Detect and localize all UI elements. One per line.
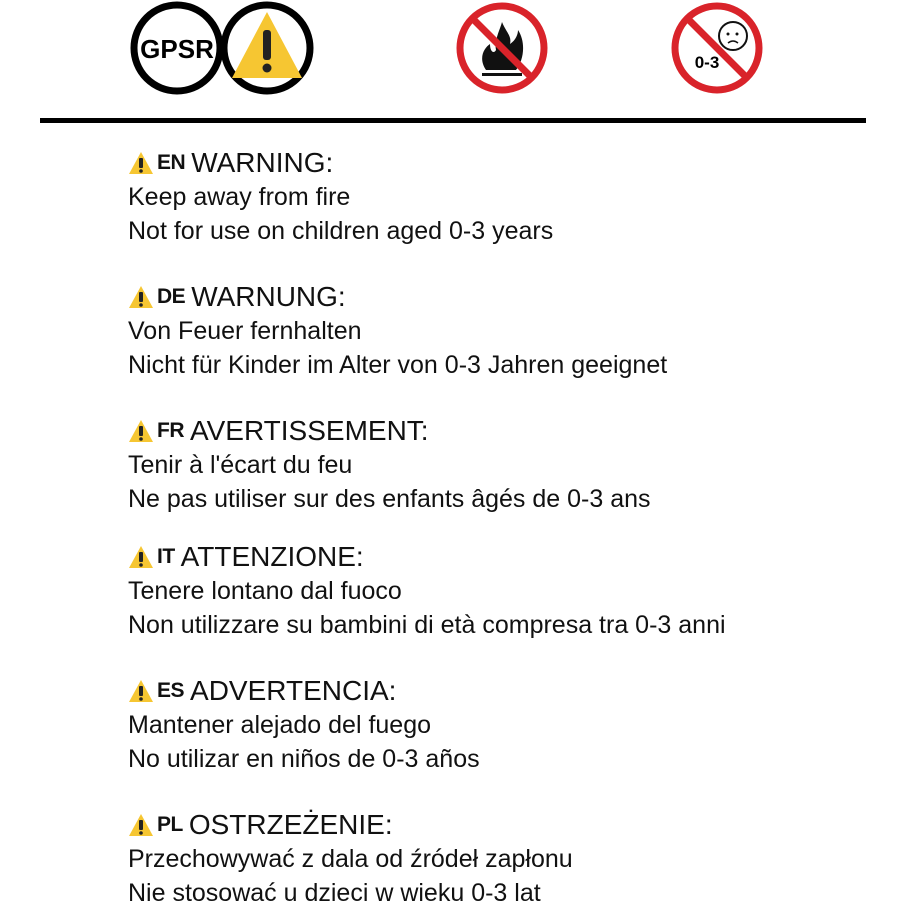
section-heading: IT ATTENZIONE: — [128, 540, 726, 574]
warning-title: WARNING: — [191, 147, 334, 178]
warning-triangle-icon — [129, 680, 153, 702]
section-heading: ES ADVERTENCIA: — [128, 674, 480, 708]
warning-line: Tenere lontano dal fuoco — [128, 577, 402, 605]
section-heading: DE WARNUNG: — [128, 280, 667, 314]
warning-line: Mantener alejado del fuego — [128, 711, 432, 739]
gpsr-label: GPSR — [140, 34, 214, 64]
warning-line: Przechowywać z dala od źródeł zapłonu — [128, 845, 573, 873]
gpsr-badge-icon: GPSR — [130, 1, 224, 95]
warning-section-de: DE WARNUNG: Von Feuer fernhalten Nicht für… — [128, 280, 667, 382]
warning-triangle-icon — [129, 420, 153, 442]
warning-section-fr: FR AVERTISSEMENT: Tenir à l'écart du feu N… — [128, 414, 651, 516]
section-heading: FR AVERTISSEMENT: — [128, 414, 651, 448]
warning-line: Von Feuer fernhalten — [128, 317, 362, 345]
language-code: FR — [157, 419, 185, 442]
warning-title: OSTRZEŻENIE: — [188, 809, 393, 840]
language-code: ES — [157, 679, 185, 702]
warning-section-es: ES ADVERTENCIA: Mantener alejado del fueg… — [128, 674, 480, 776]
warning-line: Ne pas utiliser sur des enfants âgés de … — [128, 485, 651, 513]
no-fire-icon — [456, 2, 548, 94]
warning-line: Nie stosować u dzieci w wieku 0-3 lat — [128, 879, 541, 907]
language-code: IT — [157, 545, 175, 568]
section-heading: PL OSTRZEŻENIE: — [128, 808, 573, 842]
not-for-children-0-3-icon: 0-3 — [671, 2, 763, 94]
warning-triangle-icon — [129, 546, 153, 568]
warning-triangle-icon — [129, 814, 153, 836]
warning-section-it: IT ATTENZIONE: Tenere lontano dal fuoco No… — [128, 540, 726, 642]
warning-line: Non utilizzare su bambini di età compres… — [128, 611, 726, 639]
warning-title: WARNUNG: — [191, 281, 346, 312]
warning-title: ADVERTENCIA: — [190, 675, 397, 706]
language-code: PL — [157, 813, 183, 836]
warning-line: Not for use on children aged 0-3 years — [128, 217, 554, 245]
warning-triangle-icon — [220, 1, 314, 95]
section-heading: EN WARNING: — [128, 146, 553, 180]
age-label: 0-3 — [695, 53, 720, 72]
warning-triangle-icon — [129, 286, 153, 308]
warning-line: Tenir à l'écart du feu — [128, 451, 353, 479]
header-icons: GPSR 0-3 — [130, 1, 763, 95]
warning-line: Keep away from fire — [128, 183, 351, 211]
language-code: EN — [157, 151, 186, 174]
warning-line: No utilizar en niños de 0-3 años — [128, 745, 480, 773]
divider — [40, 118, 866, 123]
warning-line: Nicht für Kinder im Alter von 0-3 Jahren… — [128, 351, 668, 379]
warning-title: AVERTISSEMENT: — [190, 415, 429, 446]
warning-triangle-icon — [129, 152, 153, 174]
warning-title: ATTENZIONE: — [180, 541, 364, 572]
warning-section-en: EN WARNING: Keep away from fire Not for us… — [128, 146, 553, 248]
warning-section-pl: PL OSTRZEŻENIE: Przechowywać z dala od źr… — [128, 808, 573, 910]
language-code: DE — [157, 285, 186, 308]
